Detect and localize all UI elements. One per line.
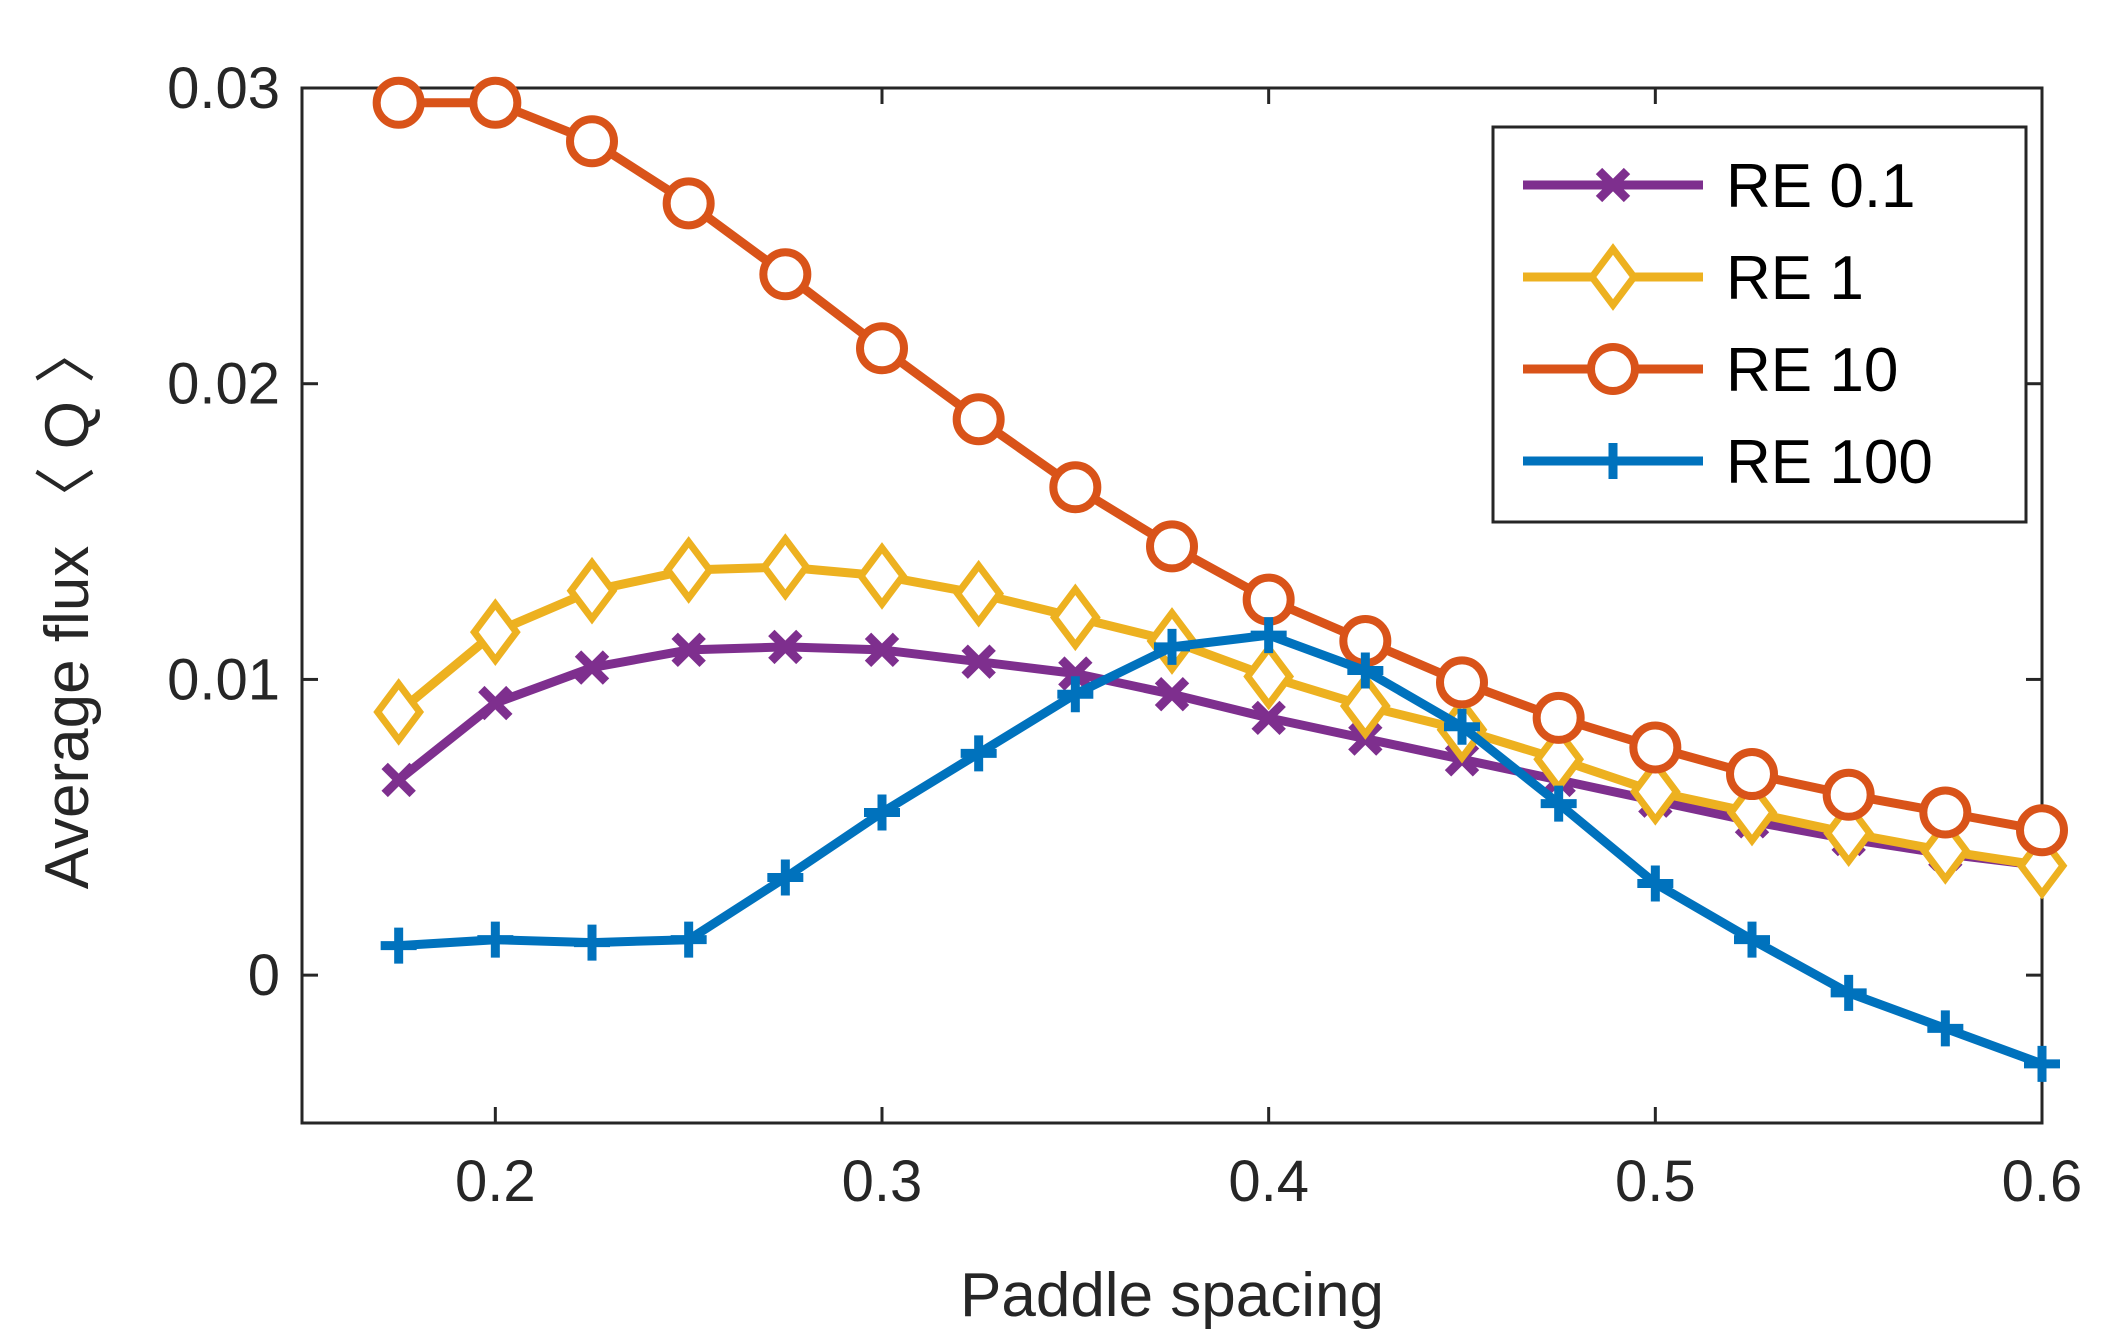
- y-tick-label: 0.03: [167, 56, 280, 121]
- data-point: [671, 632, 706, 668]
- axes: 0.2 0.3 0.4 0.5 0.6 0 0.01 0.02 0.03: [167, 56, 2082, 1214]
- series-line: [394, 562, 2047, 871]
- legend-box: [1491, 125, 2028, 524]
- data-point: [856, 542, 908, 610]
- series-line: [394, 642, 2047, 871]
- x-tick-label: 0.3: [842, 1149, 923, 1214]
- data-point: [1154, 677, 1190, 712]
- legend-label: RE 0.1: [1726, 152, 1916, 221]
- data-point: [1251, 700, 1286, 736]
- data-point: [759, 533, 811, 601]
- data-point: [1436, 656, 1488, 709]
- y-tick-label: 0.01: [167, 647, 280, 712]
- data-point: [1629, 721, 1682, 774]
- x-tick-label: 0.6: [2002, 1149, 2083, 1214]
- data-point: [1347, 652, 1384, 689]
- data-point: [1250, 617, 1287, 654]
- series-re-1: [373, 533, 2068, 900]
- data-point: [566, 115, 618, 168]
- legend-item: RE 10: [1523, 336, 1898, 405]
- data-point: [1637, 865, 1674, 902]
- data-point: [1919, 786, 1972, 839]
- x-tick-label: 0.2: [455, 1149, 536, 1214]
- y-axis-title: Average flux 〈 Q 〉: [33, 322, 102, 889]
- series-re-0-1: [381, 629, 2060, 883]
- data-point: [1734, 921, 1770, 958]
- data-point: [952, 393, 1005, 446]
- data-point: [478, 685, 513, 721]
- data-point: [1049, 461, 1102, 514]
- series-re-10: [372, 76, 2068, 857]
- data-point: [1822, 768, 1875, 821]
- data-point: [856, 322, 908, 375]
- legend-marker: [1587, 343, 1639, 395]
- data-point: [574, 650, 610, 685]
- legend-item: RE 1: [1523, 243, 1864, 313]
- data-point: [1242, 573, 1295, 626]
- data-point: [960, 735, 997, 772]
- data-point: [1540, 785, 1577, 822]
- data-point: [2024, 1045, 2060, 1082]
- data-point: [759, 248, 812, 301]
- y-tick-label: 0.02: [167, 352, 280, 417]
- legend-marker: [1595, 443, 1631, 479]
- data-point: [768, 629, 803, 665]
- data-point: [1823, 799, 1875, 868]
- data-point: [961, 644, 996, 679]
- legend-marker: [1595, 167, 1631, 203]
- legend: RE 0.1 RE 1 RE 10 RE 100: [1491, 125, 2028, 524]
- data-point: [477, 921, 514, 958]
- data-point: [1049, 583, 1101, 652]
- data-point: [1146, 520, 1198, 573]
- legend-item: RE 100: [1523, 428, 1933, 497]
- data-point: [1154, 628, 1190, 665]
- legend-label: RE 100: [1726, 428, 1933, 497]
- data-point: [663, 536, 715, 604]
- data-point: [1243, 642, 1295, 711]
- data-point: [469, 76, 522, 129]
- data-point: [566, 556, 618, 625]
- legend-marker: [1587, 243, 1639, 311]
- data-point: [1057, 676, 1094, 713]
- legend-label: RE 1: [1726, 244, 1864, 313]
- series-re-100: [380, 617, 2060, 1082]
- data-point: [1830, 974, 1867, 1011]
- data-point: [1058, 656, 1093, 691]
- data-point: [1927, 1010, 1964, 1047]
- data-point: [381, 762, 416, 798]
- data-point: [1444, 708, 1480, 745]
- y-tick-label: 0: [248, 943, 280, 1008]
- data-point: [662, 177, 715, 230]
- data-point: [1919, 817, 1971, 885]
- data-point: [1532, 691, 1585, 744]
- x-tick-label: 0.4: [1228, 1149, 1309, 1214]
- data-point: [767, 859, 804, 896]
- x-axis-title: Paddle spacing: [960, 1261, 1384, 1330]
- data-point: [670, 921, 707, 958]
- data-point: [373, 678, 425, 746]
- data-point: [1339, 672, 1391, 740]
- data-point: [1726, 748, 1778, 801]
- data-point: [864, 794, 900, 831]
- data-point: [372, 76, 425, 129]
- data-point: [380, 927, 417, 964]
- data-point: [469, 598, 521, 666]
- series-line: [394, 630, 2047, 1069]
- data-point: [574, 924, 610, 961]
- plot-frame: [300, 86, 2044, 1125]
- data-point: [864, 632, 900, 668]
- data-point: [1629, 757, 1681, 826]
- series-group: [372, 76, 2068, 1082]
- data-point: [2016, 804, 2068, 857]
- x-tick-label: 0.5: [1615, 1149, 1696, 1214]
- legend-item: RE 0.1: [1523, 152, 1916, 221]
- data-point: [953, 559, 1005, 628]
- legend-label: RE 10: [1726, 336, 1898, 405]
- data-point: [1726, 778, 1778, 847]
